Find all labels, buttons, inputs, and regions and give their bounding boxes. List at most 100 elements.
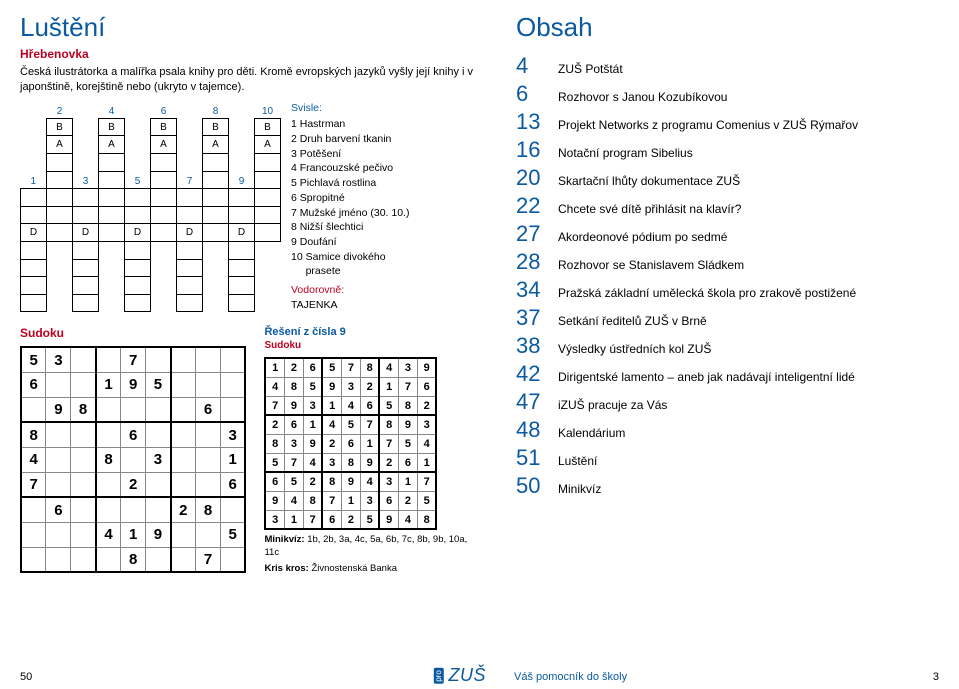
cw-cell xyxy=(47,153,73,171)
toc-row: 20Skartační lhůty dokumentace ZUŠ xyxy=(516,165,939,191)
sudoku-cell: 3 xyxy=(303,396,322,415)
clue: 8 Nižší šlechtici xyxy=(291,220,409,235)
sudoku-cell: 2 xyxy=(379,453,398,472)
toc-num: 20 xyxy=(516,165,556,191)
clue: 2 Druh barvení tkanin xyxy=(291,132,409,147)
sudoku-cell: 6 xyxy=(221,472,246,497)
sudoku-cell: 4 xyxy=(96,522,121,547)
cw-cell: B xyxy=(47,118,73,136)
sudoku-cell: 5 xyxy=(265,453,284,472)
clue: prasete xyxy=(291,264,409,279)
sudoku-cell: 7 xyxy=(21,472,46,497)
sudoku-cell xyxy=(196,472,221,497)
sudoku-cell: 1 xyxy=(398,472,417,491)
sudoku-cell: 1 xyxy=(265,358,284,377)
sudoku-cell xyxy=(46,422,71,447)
sudoku-cell xyxy=(71,472,96,497)
cw-cell: A xyxy=(151,136,177,154)
cw-cell: B xyxy=(203,118,229,136)
sudoku-cell xyxy=(196,372,221,397)
cw-cell xyxy=(203,171,229,189)
toc-text: ZUŠ Potštát xyxy=(556,62,623,76)
sudoku-cell xyxy=(221,347,246,372)
cw-cell: D xyxy=(229,224,255,242)
sudoku-cell: 9 xyxy=(46,397,71,422)
sudoku-cell: 3 xyxy=(284,434,303,453)
sudoku-title: Sudoku xyxy=(20,326,246,340)
sudoku-cell xyxy=(71,372,96,397)
sudoku-cell: 9 xyxy=(322,377,341,396)
sudoku-cell: 3 xyxy=(221,422,246,447)
sudoku-cell: 8 xyxy=(265,434,284,453)
sudoku-cell: 8 xyxy=(322,472,341,491)
toc-text: Kalendárium xyxy=(556,426,625,440)
sudoku-cell xyxy=(221,497,246,522)
sudoku-cell xyxy=(221,397,246,422)
sudoku-cell: 5 xyxy=(284,472,303,491)
sudoku-cell: 1 xyxy=(417,453,436,472)
cw-num: 5 xyxy=(125,171,151,189)
logo-zus-text: ZUŠ xyxy=(449,665,487,686)
sudoku-cell xyxy=(71,522,96,547)
sudoku-cell: 2 xyxy=(398,491,417,510)
sudoku-cell xyxy=(96,422,121,447)
sudoku-cell: 8 xyxy=(398,396,417,415)
sudoku-cell: 2 xyxy=(322,434,341,453)
sudoku-cell xyxy=(196,347,221,372)
sudoku-cell: 2 xyxy=(121,472,146,497)
reseni-kris-t: Živnostenská Banka xyxy=(309,563,397,574)
sudoku-cell xyxy=(21,522,46,547)
toc-row: 28Rozhovor se Stanislavem Sládkem xyxy=(516,249,939,275)
sudoku-cell xyxy=(146,347,171,372)
clue: 10 Samice divokého xyxy=(291,250,409,265)
sudoku-grid: 53761959868634831726628419587 xyxy=(20,346,246,573)
cw-cell: B xyxy=(99,118,125,136)
cw-cell: A xyxy=(99,136,125,154)
toc-num: 22 xyxy=(516,193,556,219)
toc-row: 48Kalendárium xyxy=(516,417,939,443)
clue: 1 Hastrman xyxy=(291,117,409,132)
cw-cell xyxy=(151,153,177,171)
sudoku-cell: 8 xyxy=(417,510,436,529)
sudoku-cell xyxy=(71,422,96,447)
sudoku-cell: 8 xyxy=(379,415,398,434)
toc-row: 38Výsledky ústředních kol ZUŠ xyxy=(516,333,939,359)
toc-text: iZUŠ pracuje za Vás xyxy=(556,398,667,412)
sudoku-cell: 4 xyxy=(284,491,303,510)
intro-text: Česká ilustrátorka a malířka psala knihy… xyxy=(20,65,484,95)
reseni-col: Řešení z čísla 9 Sudoku 1265784394859321… xyxy=(264,326,484,575)
sudoku-cell: 6 xyxy=(360,396,379,415)
sudoku-cell: 6 xyxy=(284,415,303,434)
toc-row: 6Rozhovor s Janou Kozubíkovou xyxy=(516,81,939,107)
sudoku-cell: 9 xyxy=(379,510,398,529)
sudoku-cell: 2 xyxy=(360,377,379,396)
sudoku-cell xyxy=(71,347,96,372)
sudoku-cell: 9 xyxy=(417,358,436,377)
sudoku-cell xyxy=(196,522,221,547)
cw-cell: D xyxy=(21,224,47,242)
sudoku-cell: 1 xyxy=(322,396,341,415)
sudoku-cell: 6 xyxy=(417,377,436,396)
sudoku-cell xyxy=(221,372,246,397)
cw-cell: B xyxy=(151,118,177,136)
sudoku-cell: 1 xyxy=(284,510,303,529)
sudoku-cell: 8 xyxy=(341,453,360,472)
sudoku-cell: 3 xyxy=(46,347,71,372)
toc-num: 27 xyxy=(516,221,556,247)
sudoku-cell: 4 xyxy=(398,510,417,529)
cw-num: 2 xyxy=(47,101,73,119)
toc-row: 27Akordeonové pódium po sedmé xyxy=(516,221,939,247)
sudoku-cell xyxy=(171,522,196,547)
sudoku-cell: 9 xyxy=(265,491,284,510)
sudoku-cell: 5 xyxy=(322,358,341,377)
cw-num: 9 xyxy=(229,171,255,189)
sudoku-cell: 6 xyxy=(303,358,322,377)
page-num-left: 50 xyxy=(20,671,32,683)
sudoku-cell: 5 xyxy=(398,434,417,453)
toc-text: Pražská základní umělecká škola pro zrak… xyxy=(556,286,856,300)
sudoku-cell: 7 xyxy=(284,453,303,472)
title-obsah: Obsah xyxy=(516,12,939,43)
footer-text: Váš pomocník do školy xyxy=(514,671,627,683)
toc-num: 16 xyxy=(516,137,556,163)
sudoku-cell: 7 xyxy=(379,434,398,453)
